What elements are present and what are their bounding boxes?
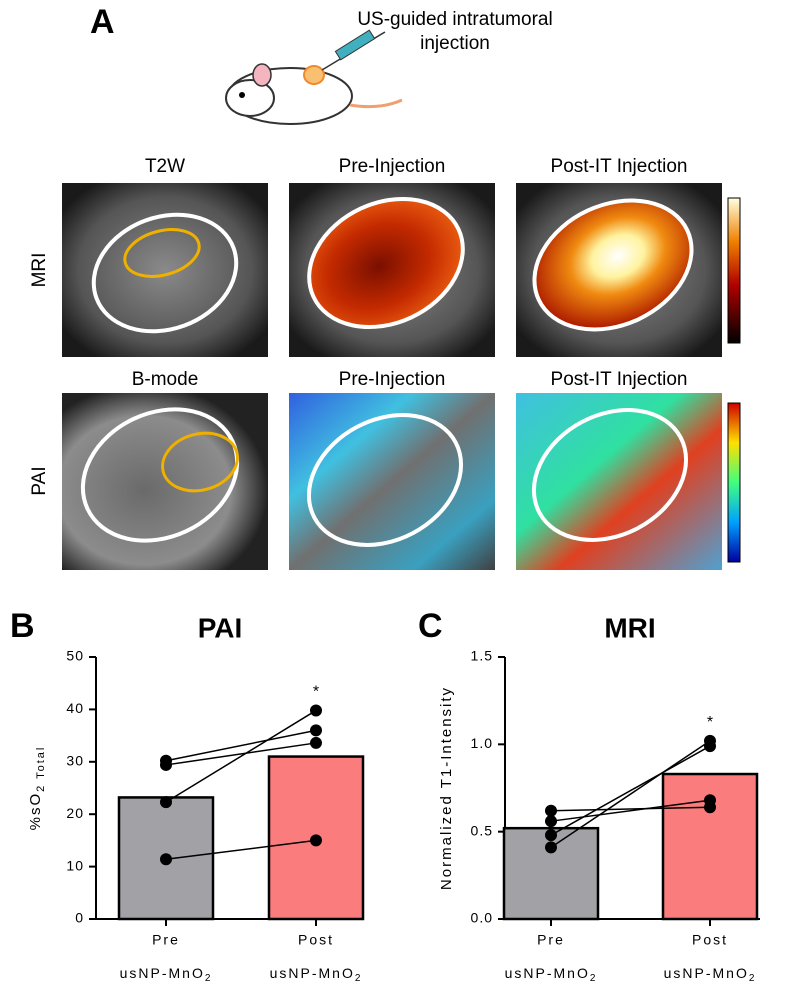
data-point <box>545 815 557 828</box>
text-part: usNP-MnO <box>505 965 590 981</box>
y-tick-label: 0 <box>75 910 84 926</box>
images <box>62 183 741 570</box>
panel-label: A <box>90 3 115 41</box>
caption: US-guided intratumoral <box>357 9 552 30</box>
text-part: Normalized T1-Intensity <box>438 686 455 890</box>
pair-line <box>165 729 317 762</box>
y-tick-label: 0.0 <box>471 910 493 926</box>
significance-marker: * <box>707 714 713 731</box>
x-tick-sublabel: usNP-MnO2 <box>120 965 213 984</box>
text-part: usNP-MnO <box>120 965 205 981</box>
x-tick-label: Pre <box>152 932 180 948</box>
text-part: %sO <box>27 792 44 831</box>
y-tick-label: 50 <box>66 648 84 664</box>
text-part: 2 <box>749 973 757 984</box>
image-title: B-mode <box>132 369 199 390</box>
y-tick-label: 0.5 <box>471 822 493 838</box>
image-title: Post-IT Injection <box>551 156 688 177</box>
text-part: usNP-MnO <box>270 965 355 981</box>
pair-line <box>165 839 317 861</box>
x-tick-sublabel: usNP-MnO2 <box>664 965 757 984</box>
panel-label: B <box>10 607 35 645</box>
chart-title: MRI <box>604 612 655 643</box>
image-title: Post-IT Injection <box>551 369 688 390</box>
y-tick-label: 10 <box>66 857 84 873</box>
data-point <box>545 841 557 854</box>
data-point <box>704 801 716 814</box>
data-point <box>704 740 716 753</box>
x-tick-sublabel: usNP-MnO2 <box>270 965 363 984</box>
x-tick-label: Pre <box>537 932 565 948</box>
y-tick-label: 20 <box>66 805 84 821</box>
data-point <box>310 724 322 737</box>
row-label: MRI <box>29 253 50 288</box>
text-part: 2 Total <box>35 746 47 792</box>
significance-marker: * <box>313 684 319 701</box>
row-label: PAI <box>29 466 50 495</box>
x-tick-sublabel: usNP-MnO2 <box>505 965 598 984</box>
x-tick-label: Post <box>298 932 334 948</box>
y-axis-label: Normalized T1-Intensity <box>438 686 455 890</box>
chart-title: PAI <box>198 612 243 643</box>
pair-line <box>550 799 711 822</box>
text-part: usNP-MnO <box>664 965 749 981</box>
data-point <box>545 829 557 842</box>
data-point <box>160 853 172 866</box>
pair-line <box>550 740 711 849</box>
y-tick-label: 40 <box>66 700 84 716</box>
image-title: T2W <box>145 156 185 177</box>
y-tick-label: 1.5 <box>471 648 493 664</box>
data-point <box>310 736 322 749</box>
text-part: 2 <box>590 973 598 984</box>
data-point <box>310 704 322 717</box>
x-tick-label: Post <box>692 932 728 948</box>
image-title: Pre-Injection <box>339 369 446 390</box>
image-title: Pre-Injection <box>339 156 446 177</box>
pair-line <box>550 806 711 812</box>
data-point <box>160 758 172 771</box>
y-tick-label: 30 <box>66 753 84 769</box>
pair-line <box>165 709 317 803</box>
data-point <box>160 796 172 809</box>
y-tick-label: 1.0 <box>471 735 493 751</box>
pair-line <box>550 745 711 836</box>
text-part: 2 <box>205 973 213 984</box>
panel-label: C <box>418 607 443 645</box>
data-point <box>310 834 322 847</box>
y-axis-label: %sO2 Total <box>27 746 47 831</box>
pair-line <box>165 742 317 766</box>
text-part: 2 <box>355 973 363 984</box>
caption: injection <box>420 33 490 54</box>
data-point <box>545 804 557 817</box>
mouse-illustration <box>225 29 403 125</box>
